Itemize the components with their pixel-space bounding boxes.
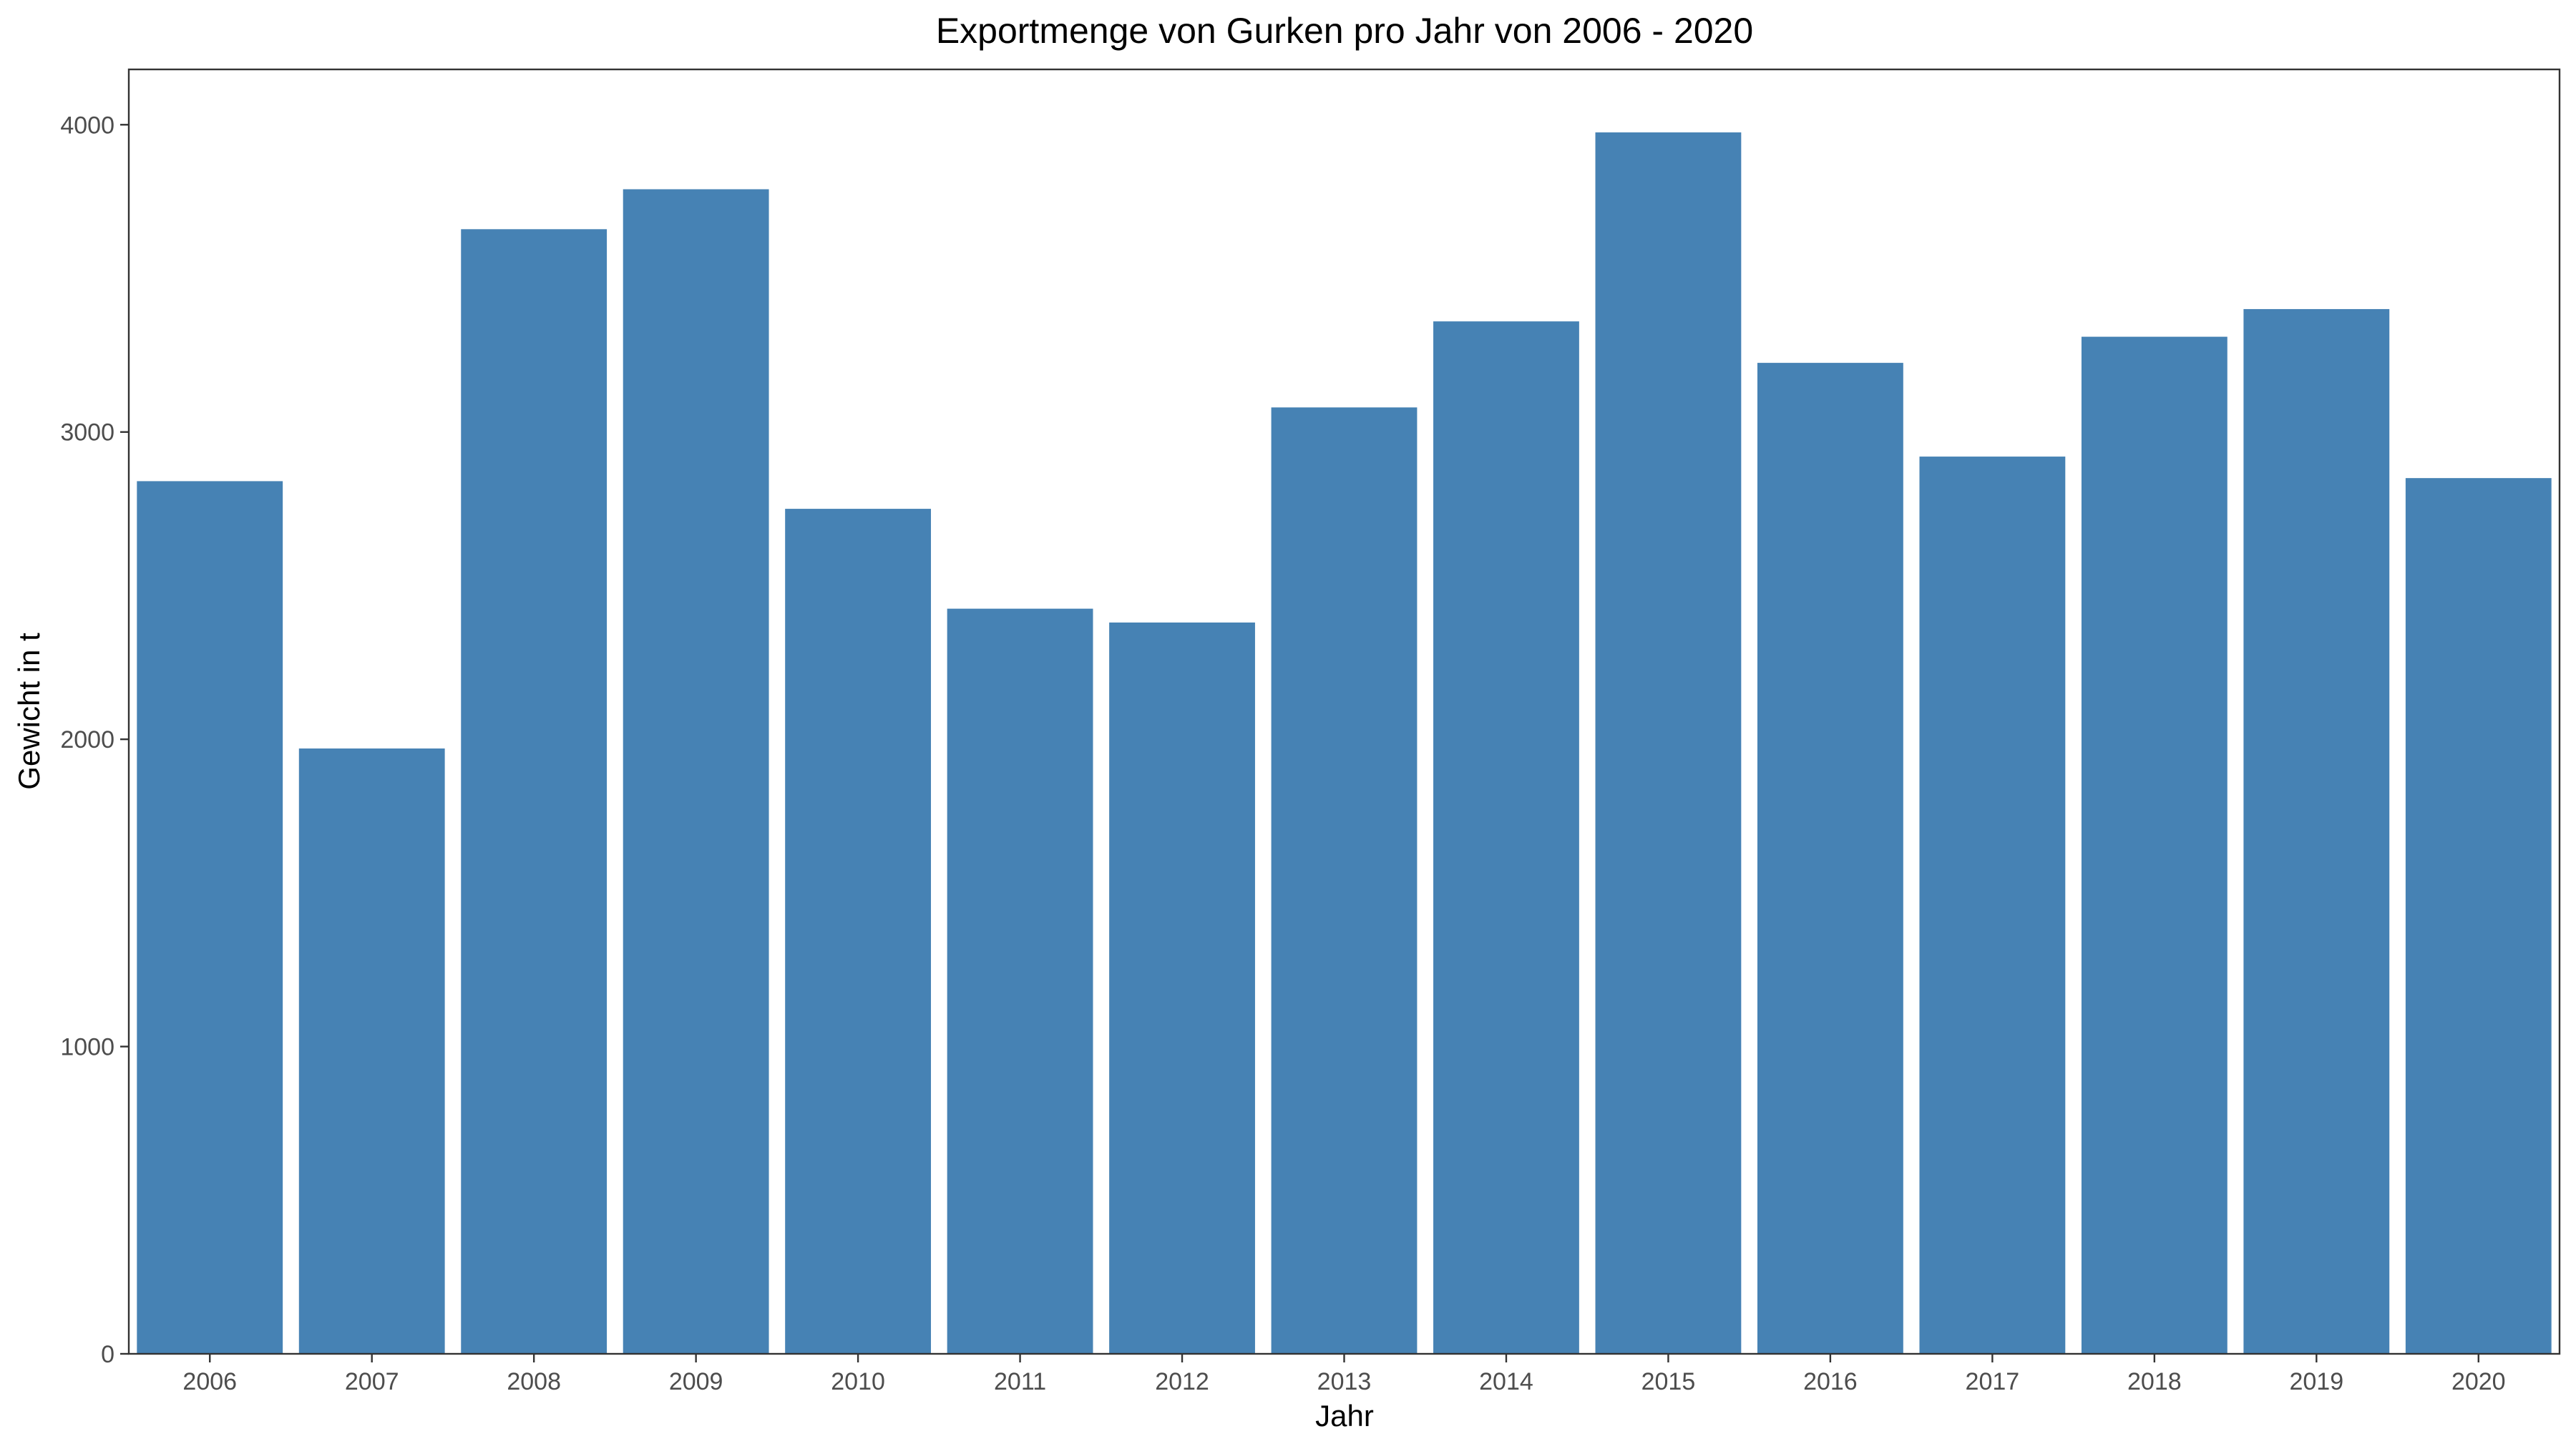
- x-tick-label: 2007: [345, 1368, 399, 1395]
- bar-2011: [947, 608, 1093, 1354]
- y-tick-label: 1000: [60, 1034, 114, 1061]
- x-tick-label: 2009: [669, 1368, 723, 1395]
- chart-title: Exportmenge von Gurken pro Jahr von 2006…: [936, 11, 1753, 51]
- x-tick-label: 2018: [2127, 1368, 2182, 1395]
- x-tick-label: 2015: [1641, 1368, 1696, 1395]
- bar-2012: [1109, 622, 1255, 1354]
- x-tick-label: 2006: [182, 1368, 237, 1395]
- x-tick-label: 2014: [1479, 1368, 1533, 1395]
- x-tick-label: 2020: [2451, 1368, 2506, 1395]
- y-tick-label: 3000: [60, 419, 114, 447]
- x-axis: 2006 2007 2008 2009 2010 2011 2012 2013 2014 2015…: [182, 1354, 2506, 1395]
- x-tick-label: 2019: [2289, 1368, 2343, 1395]
- bar-2019: [2243, 308, 2390, 1355]
- x-tick-label: 2017: [1966, 1368, 2020, 1395]
- bar-2016: [1757, 363, 1903, 1355]
- bar-2006: [137, 481, 283, 1355]
- plot-panel-border: [127, 68, 2561, 1355]
- y-tick-label: 4000: [60, 112, 114, 139]
- bar-2008: [461, 229, 608, 1354]
- bar-2015: [1595, 132, 1742, 1354]
- bar-2014: [1433, 321, 1579, 1354]
- bar-2013: [1271, 407, 1418, 1354]
- y-axis: 0 1000 2000 3000 4000: [60, 112, 129, 1368]
- x-tick-label: 2011: [994, 1368, 1046, 1395]
- x-tick-label: 2008: [507, 1368, 561, 1395]
- bar-2018: [2081, 336, 2228, 1355]
- y-tick-label: 0: [101, 1341, 114, 1368]
- x-tick-label: 2012: [1155, 1368, 1209, 1395]
- bar-2017: [1919, 457, 2066, 1354]
- bar-2009: [623, 189, 769, 1355]
- x-axis-title: Jahr: [1315, 1399, 1374, 1433]
- y-tick-label: 2000: [60, 726, 114, 753]
- bar-2010: [785, 509, 932, 1354]
- x-tick-label: 2013: [1317, 1368, 1372, 1395]
- bar-2020: [2405, 478, 2552, 1354]
- bars-layer: [137, 132, 2552, 1355]
- x-tick-label: 2010: [831, 1368, 885, 1395]
- bar-2007: [298, 748, 445, 1354]
- x-tick-label: 2016: [1803, 1368, 1858, 1395]
- y-axis-title: Gewicht in t: [12, 633, 46, 790]
